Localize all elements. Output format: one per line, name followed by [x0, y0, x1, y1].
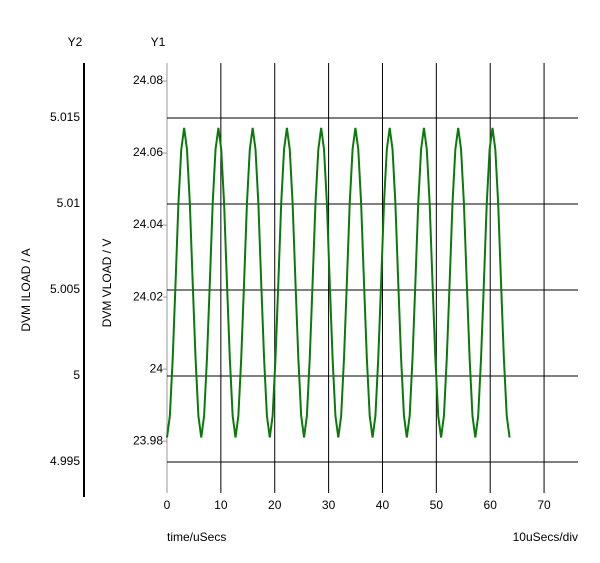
y2-axis-label: DVM ILOAD / A [19, 248, 33, 331]
y1-header: Y1 [151, 35, 166, 49]
y1-axis-label: DVM VLOAD / V [100, 239, 114, 328]
series-line [166, 127, 511, 438]
x-tick-label: 0 [164, 498, 171, 512]
y2-tick-label: 5.005 [50, 282, 80, 296]
x-tick-label: 30 [322, 498, 336, 512]
x-scale-note: 10uSecs/div [513, 530, 578, 544]
x-tick-label: 10 [214, 498, 228, 512]
y1-tick-label: 24.02 [133, 289, 163, 303]
y1-tick-label: 23.98 [133, 433, 163, 447]
x-tick-label: 40 [376, 498, 390, 512]
y1-tick-label: 24.04 [133, 217, 163, 231]
x-tick-label: 70 [537, 498, 551, 512]
y2-tick-label: 5.015 [50, 110, 80, 124]
x-tick-label: 20 [268, 498, 282, 512]
y1-tick-label: 24.06 [133, 145, 163, 159]
y2-tick-label: 5.01 [57, 196, 81, 210]
y1-tick-label: 24.08 [133, 73, 163, 87]
x-tick-label: 50 [430, 498, 444, 512]
y2-tick-label: 4.995 [50, 454, 80, 468]
x-axis-label: time/uSecs [167, 530, 226, 544]
x-tick-label: 60 [484, 498, 498, 512]
y2-tick-label: 5 [73, 368, 80, 382]
y2-header: Y2 [68, 35, 83, 49]
y1-tick-label: 24 [150, 361, 164, 375]
